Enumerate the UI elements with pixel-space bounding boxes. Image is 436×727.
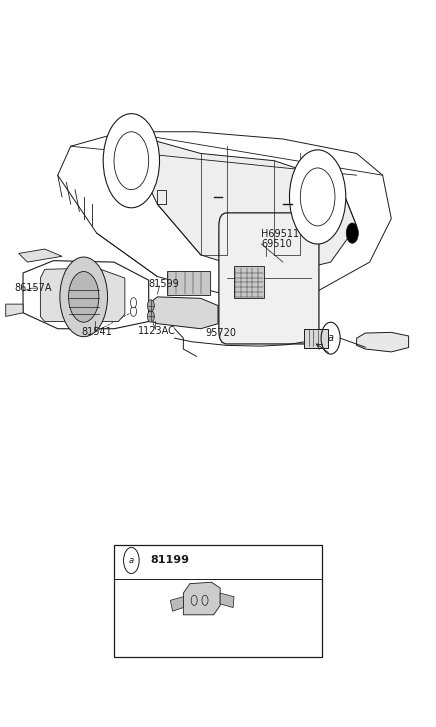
- Polygon shape: [220, 593, 234, 608]
- Text: 95720: 95720: [205, 328, 236, 338]
- Circle shape: [130, 297, 136, 308]
- Polygon shape: [19, 249, 62, 262]
- Circle shape: [346, 223, 358, 244]
- Text: H69511: H69511: [261, 229, 300, 239]
- Text: 69510: 69510: [261, 239, 292, 249]
- Text: 81541: 81541: [82, 327, 112, 337]
- Polygon shape: [123, 132, 357, 276]
- Text: 81199: 81199: [151, 555, 190, 566]
- Text: 1123AC: 1123AC: [138, 326, 176, 336]
- Polygon shape: [170, 597, 184, 611]
- Text: a: a: [129, 556, 134, 565]
- Text: a: a: [327, 333, 334, 343]
- Polygon shape: [357, 332, 409, 352]
- Text: 86157A: 86157A: [14, 284, 52, 293]
- Circle shape: [60, 257, 108, 337]
- Polygon shape: [184, 582, 220, 615]
- Circle shape: [290, 150, 346, 244]
- Polygon shape: [149, 297, 218, 329]
- Bar: [114, 545, 322, 656]
- FancyBboxPatch shape: [167, 270, 210, 295]
- Polygon shape: [58, 132, 391, 298]
- FancyBboxPatch shape: [235, 267, 264, 298]
- Circle shape: [130, 306, 136, 316]
- FancyBboxPatch shape: [304, 329, 328, 348]
- FancyBboxPatch shape: [219, 213, 319, 344]
- Circle shape: [147, 310, 154, 322]
- Circle shape: [103, 113, 160, 208]
- Circle shape: [147, 300, 154, 311]
- Text: 81599: 81599: [149, 279, 180, 289]
- Polygon shape: [6, 304, 23, 316]
- Polygon shape: [41, 268, 125, 321]
- Circle shape: [68, 271, 99, 322]
- Polygon shape: [23, 261, 149, 329]
